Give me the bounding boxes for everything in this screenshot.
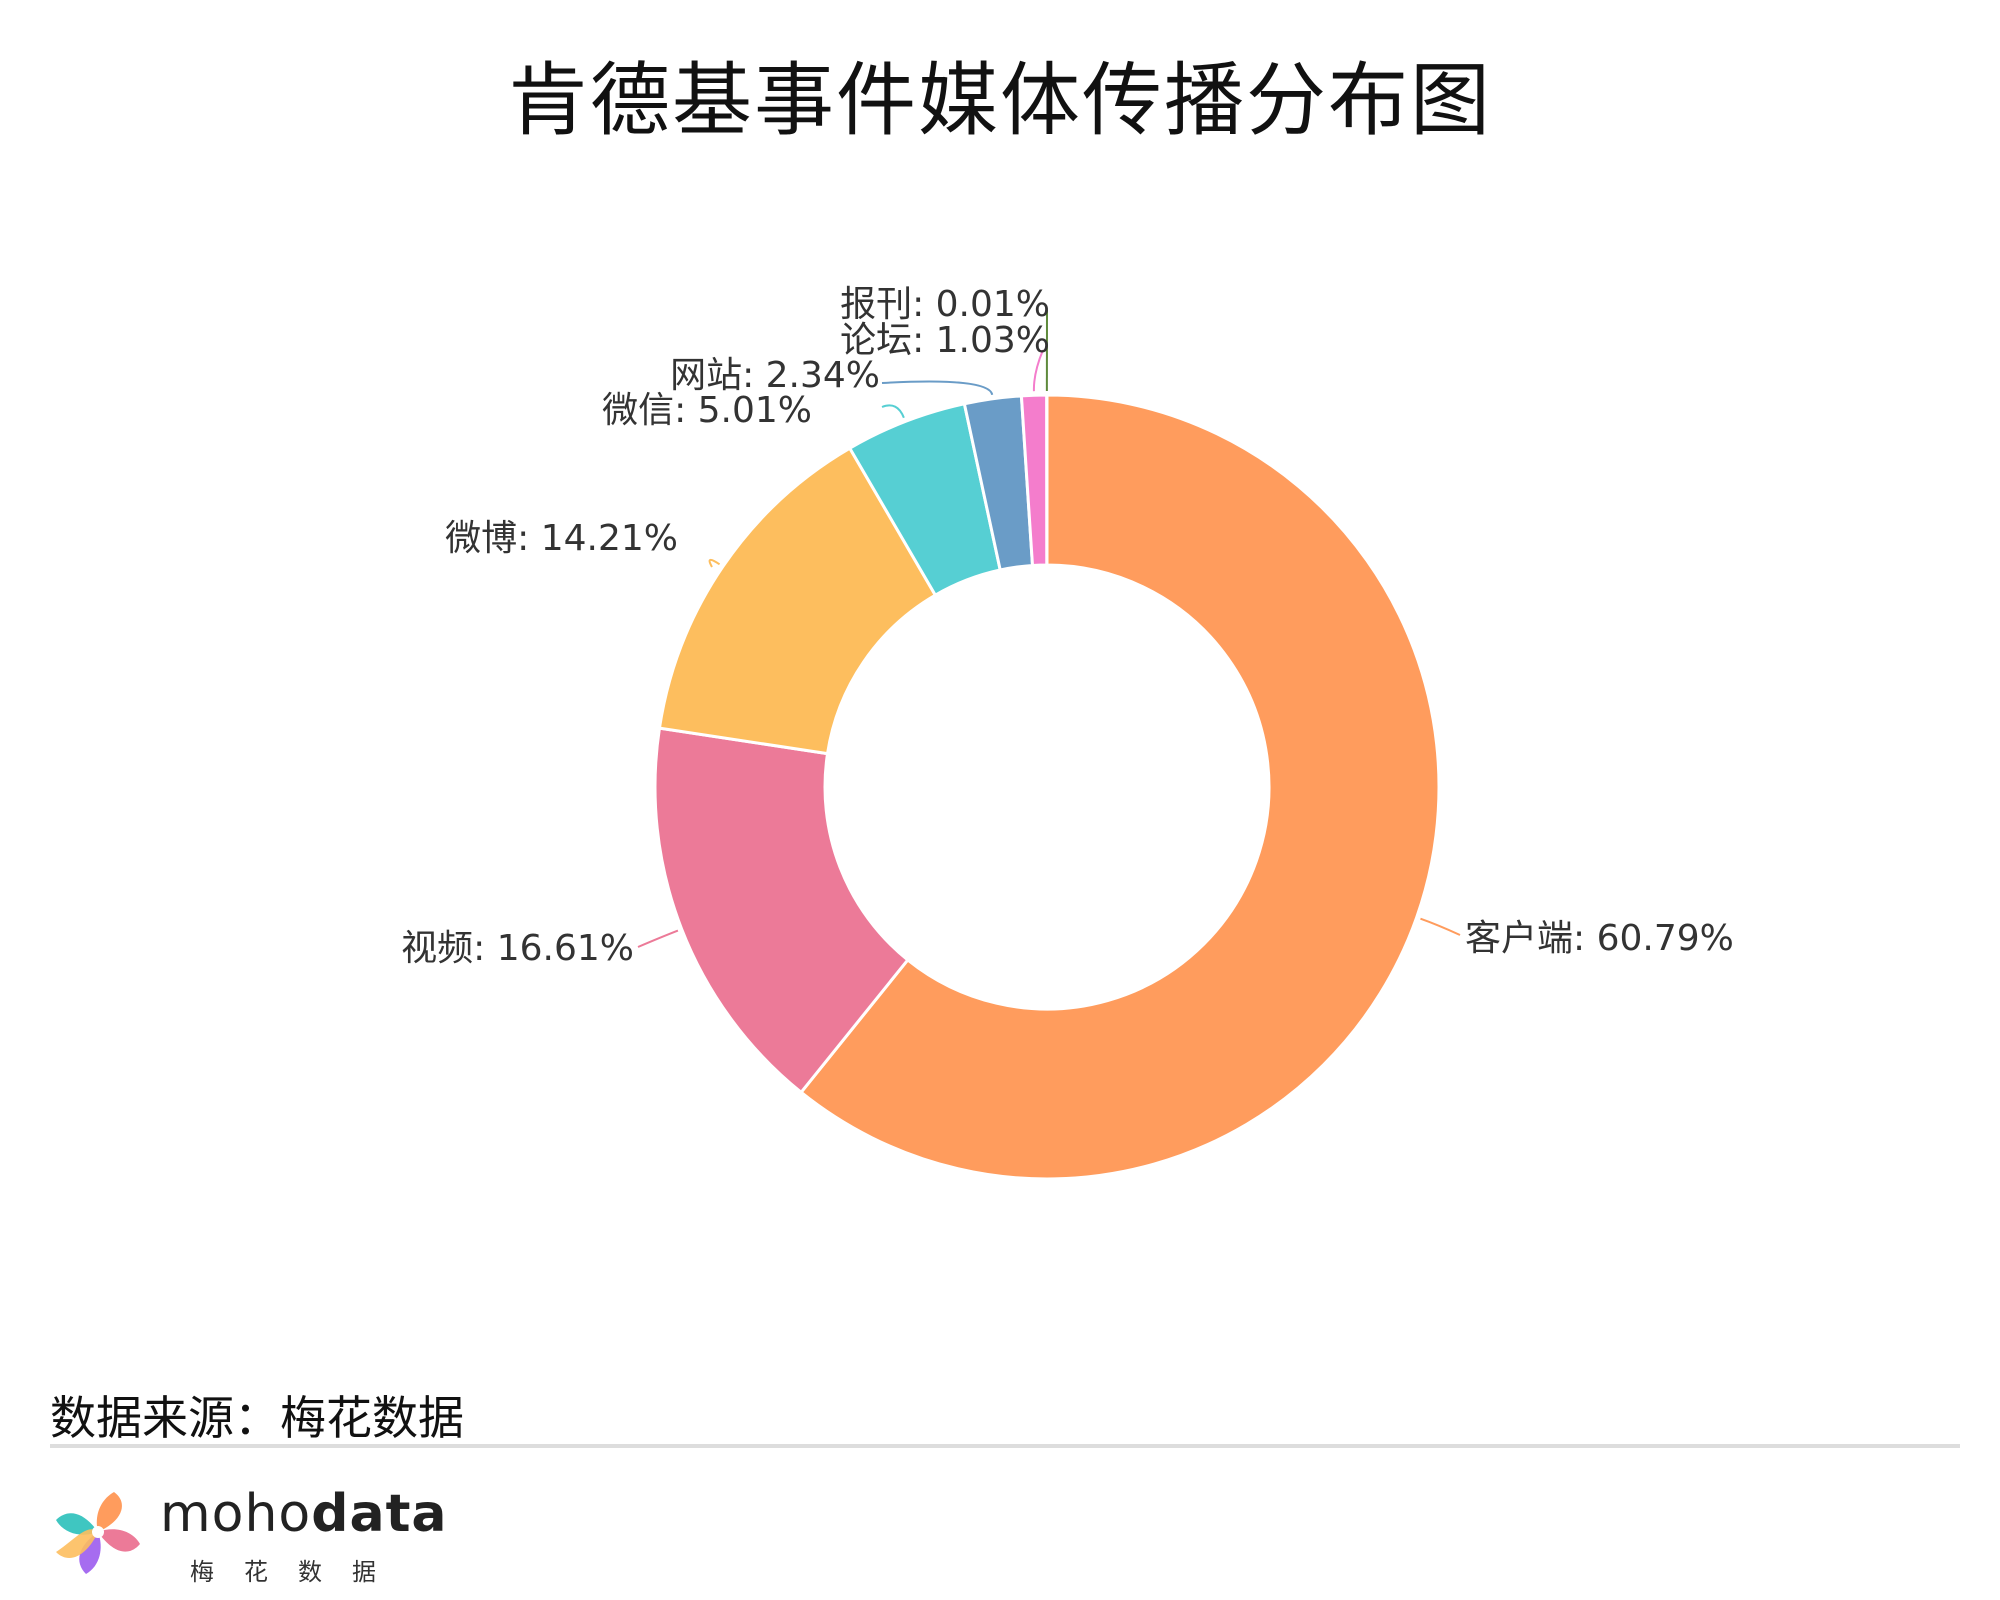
leader-lines-layer bbox=[637, 309, 1461, 948]
slice-2 bbox=[657, 446, 938, 756]
footer-divider bbox=[50, 1444, 1960, 1448]
slice-label-6: 报刊: 0.01% bbox=[840, 284, 1050, 325]
logo-wordmark: mohodata bbox=[160, 1484, 448, 1544]
logo-wordmark-bold: data bbox=[311, 1484, 448, 1544]
slice-label-5: 论坛: 1.03% bbox=[840, 320, 1050, 361]
slice-1 bbox=[653, 726, 910, 1095]
leader-line-1 bbox=[637, 929, 679, 948]
chart-title: 肯德基事件媒体传播分布图 bbox=[508, 54, 1492, 147]
logo-wordmark-light: moho bbox=[160, 1484, 312, 1544]
slice-label-2: 微博: 14.21% bbox=[445, 518, 678, 559]
slice-labels-layer: 客户端: 60.79% 视频: 16.61% 微博: 14.21% 微信: 5.01%… bbox=[401, 284, 1734, 969]
slices-layer bbox=[653, 393, 1441, 1181]
slice-0 bbox=[799, 393, 1441, 1181]
leader-line-0 bbox=[1420, 917, 1461, 936]
pinwheel-logo-icon bbox=[56, 1492, 140, 1574]
logo-subtitle: 梅花数据 bbox=[190, 1558, 406, 1586]
slice-label-4: 网站: 2.34% bbox=[670, 355, 880, 396]
leader-line-3 bbox=[881, 404, 905, 419]
slice-label-1: 视频: 16.61% bbox=[401, 928, 634, 969]
slice-label-0: 客户端: 60.79% bbox=[1465, 918, 1734, 959]
leader-line-4 bbox=[881, 380, 994, 396]
source-note: 数据来源：梅花数据 bbox=[50, 1391, 464, 1445]
leader-line-5 bbox=[1032, 349, 1044, 392]
slice-label-3: 微信: 5.01% bbox=[602, 390, 812, 431]
leader-line-2 bbox=[708, 558, 721, 568]
